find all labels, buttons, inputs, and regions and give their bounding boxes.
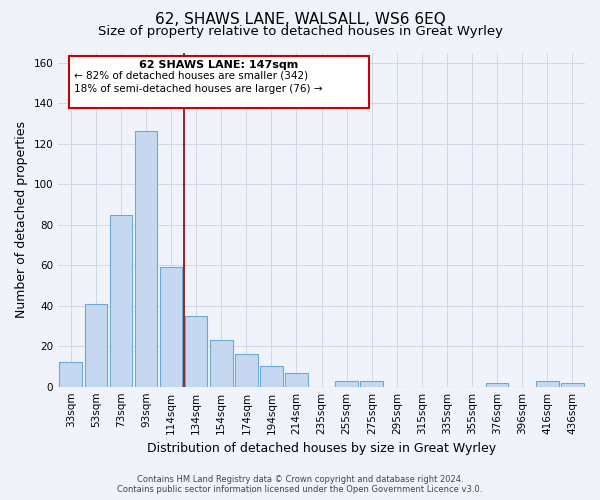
Y-axis label: Number of detached properties: Number of detached properties — [15, 121, 28, 318]
Bar — [536, 380, 559, 386]
Bar — [335, 380, 358, 386]
FancyBboxPatch shape — [69, 56, 369, 108]
Bar — [260, 366, 283, 386]
Bar — [59, 362, 82, 386]
Text: 62 SHAWS LANE: 147sqm: 62 SHAWS LANE: 147sqm — [139, 60, 298, 70]
Bar — [110, 214, 132, 386]
Text: Contains HM Land Registry data © Crown copyright and database right 2024.
Contai: Contains HM Land Registry data © Crown c… — [118, 474, 482, 494]
Text: Size of property relative to detached houses in Great Wyrley: Size of property relative to detached ho… — [97, 25, 503, 38]
Bar — [561, 382, 584, 386]
Bar — [235, 354, 257, 386]
Text: ← 82% of detached houses are smaller (342): ← 82% of detached houses are smaller (34… — [74, 71, 308, 81]
Bar — [210, 340, 233, 386]
Bar — [361, 380, 383, 386]
Bar — [85, 304, 107, 386]
X-axis label: Distribution of detached houses by size in Great Wyrley: Distribution of detached houses by size … — [147, 442, 496, 455]
Bar — [134, 132, 157, 386]
Bar — [160, 267, 182, 386]
Bar — [185, 316, 208, 386]
Text: 18% of semi-detached houses are larger (76) →: 18% of semi-detached houses are larger (… — [74, 84, 322, 94]
Bar — [486, 382, 508, 386]
Text: 62, SHAWS LANE, WALSALL, WS6 6EQ: 62, SHAWS LANE, WALSALL, WS6 6EQ — [155, 12, 445, 28]
Bar — [285, 372, 308, 386]
